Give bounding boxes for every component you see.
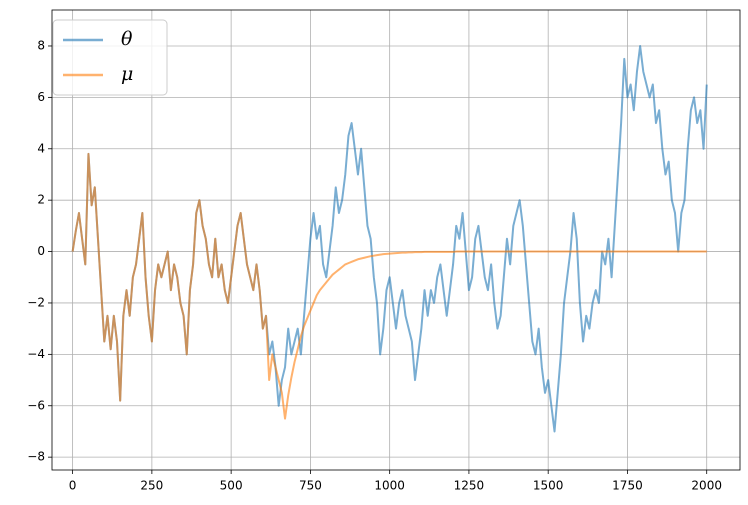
x-tick-label: 250 (140, 479, 163, 493)
y-tick-label: 0 (37, 244, 45, 258)
y-tick-label: −8 (27, 450, 45, 464)
y-tick-label: −4 (27, 347, 45, 361)
legend-box (52, 19, 168, 96)
y-tick-label: −6 (27, 398, 45, 412)
x-tick-label: 2000 (691, 479, 722, 493)
series-line (71, 152, 707, 420)
x-tick-label: 0 (69, 479, 77, 493)
x-tick-label: 500 (220, 479, 243, 493)
x-tick-label: 1500 (533, 479, 564, 493)
x-tick-label: 1750 (612, 479, 643, 493)
legend-label: θ (121, 28, 133, 50)
y-tick-label: 2 (37, 193, 45, 207)
x-tick-label: 750 (299, 479, 322, 493)
y-tick-label: 8 (37, 38, 45, 52)
plot-frame (51, 9, 741, 471)
legend-label: μ (121, 63, 133, 85)
y-tick-label: 6 (37, 90, 45, 104)
y-tick-label: 4 (37, 141, 45, 155)
y-tick-label: −2 (27, 295, 45, 309)
x-tick-label: 1000 (374, 479, 405, 493)
x-tick-label: 1250 (454, 479, 485, 493)
